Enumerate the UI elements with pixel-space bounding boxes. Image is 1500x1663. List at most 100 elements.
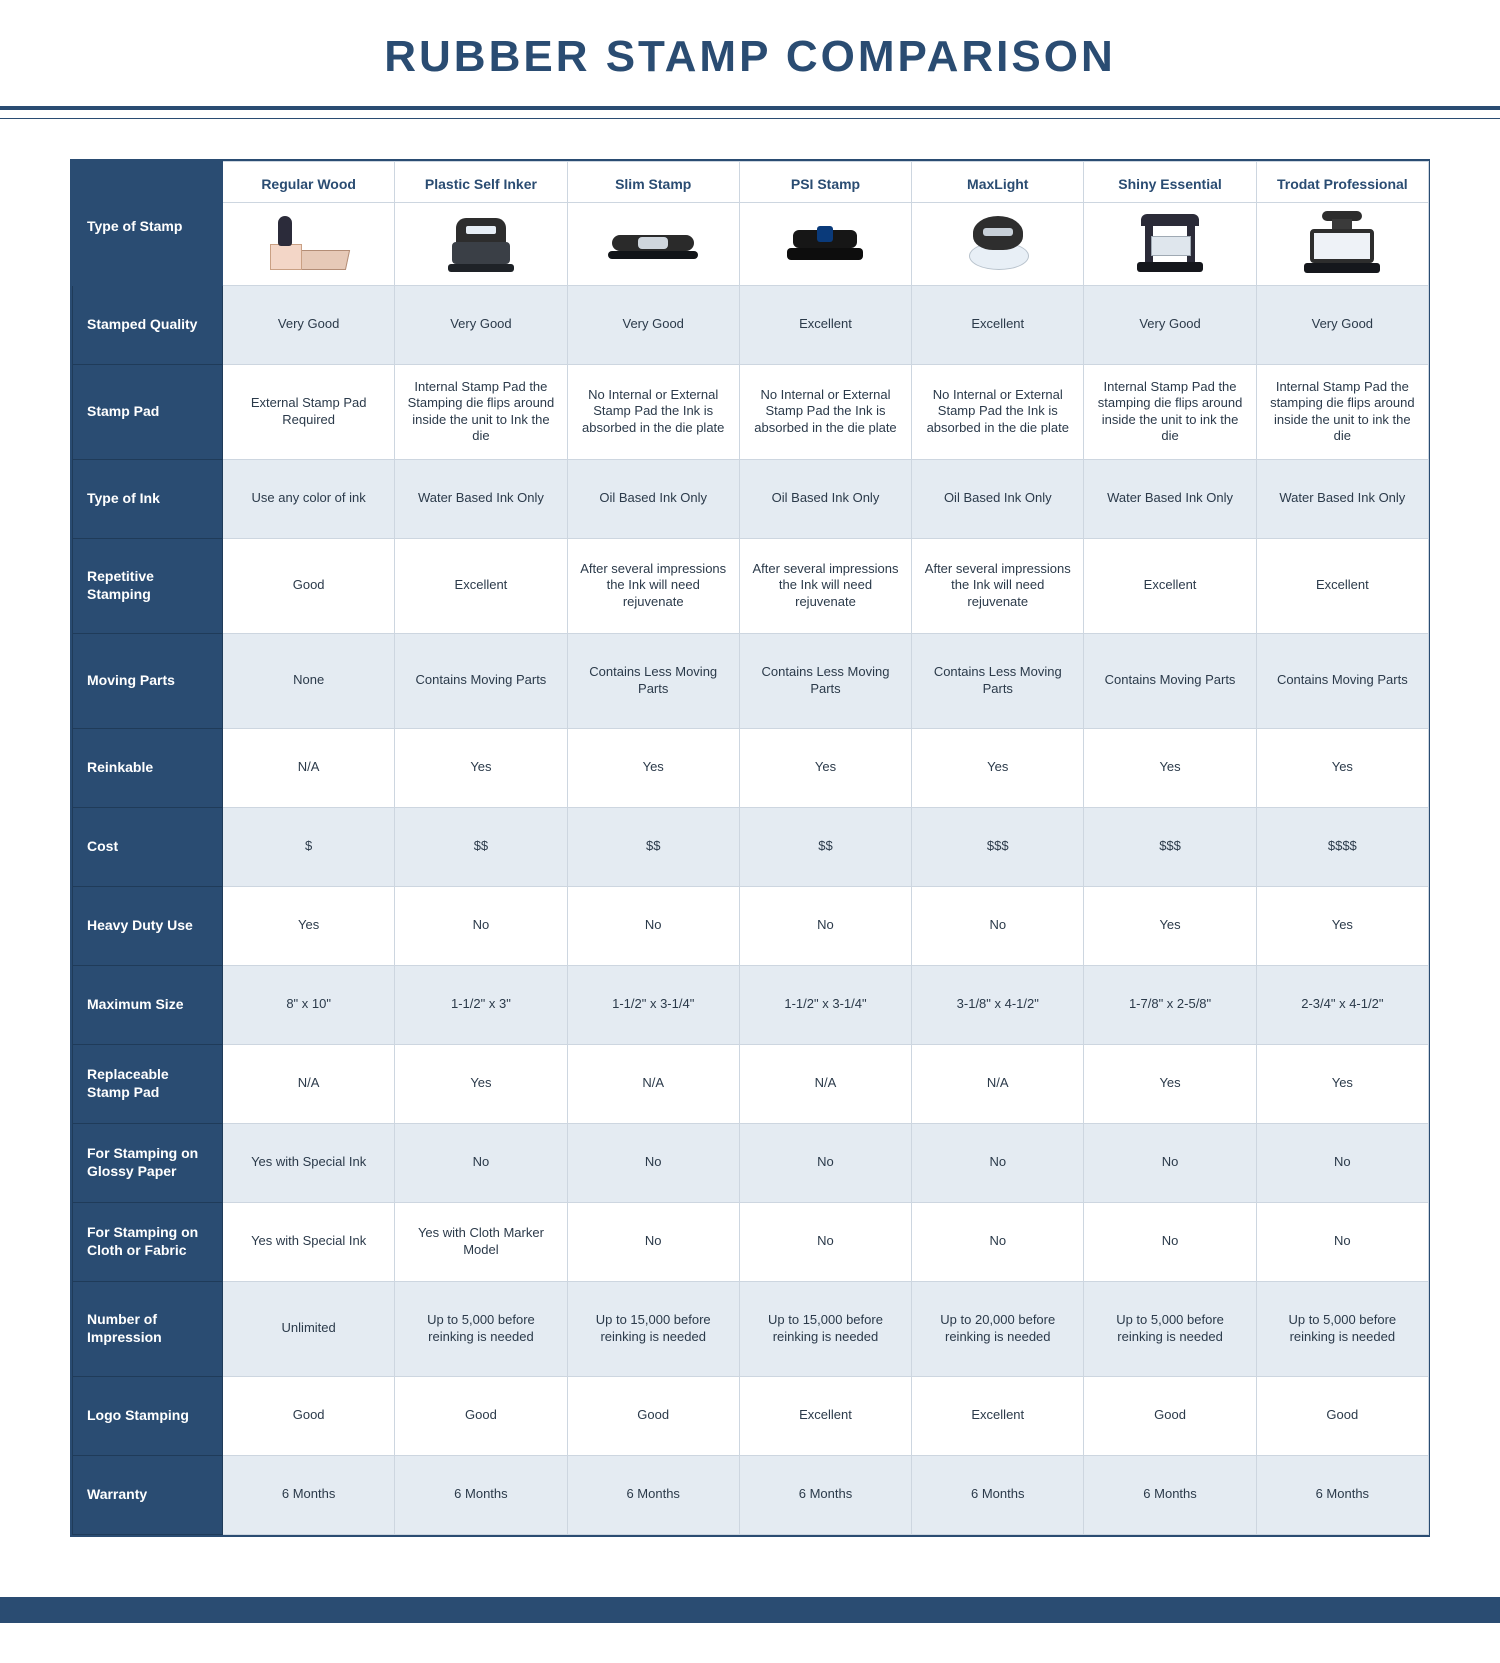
page-title: RUBBER STAMP COMPARISON [0, 32, 1500, 82]
thumb [572, 209, 735, 279]
col-header: Slim Stamp [567, 162, 739, 203]
cell: $$$ [912, 807, 1084, 886]
title-rule [0, 106, 1500, 119]
cell: N/A [223, 1044, 395, 1123]
thumb-cell [1084, 202, 1256, 285]
cell: Contains Moving Parts [395, 633, 567, 728]
cell: N/A [739, 1044, 911, 1123]
row-label: Repetitive Stamping [73, 538, 223, 633]
table-row: Number of ImpressionUnlimitedUp to 5,000… [73, 1281, 1429, 1376]
table-row: Stamped QualityVery GoodVery GoodVery Go… [73, 285, 1429, 364]
cell: Yes with Special Ink [223, 1202, 395, 1281]
cell: No Internal or External Stamp Pad the In… [739, 364, 911, 459]
cell: No [912, 886, 1084, 965]
cell: $$$ [1084, 807, 1256, 886]
thumb [1088, 209, 1251, 279]
table-row: Maximum Size8" x 10"1-1/2" x 3"1-1/2" x … [73, 965, 1429, 1044]
cell: Very Good [395, 285, 567, 364]
cell: Excellent [395, 538, 567, 633]
table-row: For Stamping on Cloth or FabricYes with … [73, 1202, 1429, 1281]
cell: Excellent [912, 1376, 1084, 1455]
cell: External Stamp Pad Required [223, 364, 395, 459]
row-label: Stamp Pad [73, 364, 223, 459]
cell: Yes [395, 1044, 567, 1123]
cell: Oil Based Ink Only [567, 459, 739, 538]
cell: Water Based Ink Only [1256, 459, 1428, 538]
cell: Up to 5,000 before reinking is needed [1256, 1281, 1428, 1376]
row-label-type-of-stamp: Type of Stamp [73, 162, 223, 286]
thumb [399, 209, 562, 279]
cell: Up to 15,000 before reinking is needed [567, 1281, 739, 1376]
table-row: Moving PartsNoneContains Moving PartsCon… [73, 633, 1429, 728]
cell: Good [223, 538, 395, 633]
table-row: Logo StampingGoodGoodGoodExcellentExcell… [73, 1376, 1429, 1455]
cell: Unlimited [223, 1281, 395, 1376]
table-row: Repetitive StampingGoodExcellentAfter se… [73, 538, 1429, 633]
row-label: Stamped Quality [73, 285, 223, 364]
cell: Internal Stamp Pad the Stamping die flip… [395, 364, 567, 459]
cell: 1-1/2" x 3" [395, 965, 567, 1044]
cell: Internal Stamp Pad the stamping die flip… [1256, 364, 1428, 459]
cell: Yes [739, 728, 911, 807]
cell: Internal Stamp Pad the stamping die flip… [1084, 364, 1256, 459]
cell: After several impressions the Ink will n… [739, 538, 911, 633]
comparison-table: Type of Stamp Regular Wood Plastic Self … [72, 161, 1429, 1535]
cell: Oil Based Ink Only [739, 459, 911, 538]
cell: Up to 20,000 before reinking is needed [912, 1281, 1084, 1376]
cell: Yes [1256, 728, 1428, 807]
cell: Yes [223, 886, 395, 965]
row-label: Warranty [73, 1455, 223, 1534]
row-label: For Stamping on Glossy Paper [73, 1123, 223, 1202]
table-row: Cost$$$$$$$$$$$$$$$$$ [73, 807, 1429, 886]
maxlight-stamp-icon [963, 212, 1033, 276]
cell: Excellent [739, 1376, 911, 1455]
cell: Up to 5,000 before reinking is needed [395, 1281, 567, 1376]
cell: Yes with Cloth Marker Model [395, 1202, 567, 1281]
row-label: Cost [73, 807, 223, 886]
cell: $$ [739, 807, 911, 886]
cell: No [1256, 1202, 1428, 1281]
cell: Good [223, 1376, 395, 1455]
cell: Excellent [912, 285, 1084, 364]
row-label: Logo Stamping [73, 1376, 223, 1455]
cell: Yes [567, 728, 739, 807]
cell: 6 Months [912, 1455, 1084, 1534]
title-block: RUBBER STAMP COMPARISON [0, 12, 1500, 92]
cell: 6 Months [739, 1455, 911, 1534]
cell: No [567, 886, 739, 965]
psi-stamp-icon [785, 216, 865, 271]
cell: No [567, 1123, 739, 1202]
cell: 3-1/8" x 4-1/2" [912, 965, 1084, 1044]
thumb [744, 209, 907, 279]
thumb-cell [912, 202, 1084, 285]
cell: 1-1/2" x 3-1/4" [567, 965, 739, 1044]
cell: Good [1256, 1376, 1428, 1455]
cell: Yes [1084, 728, 1256, 807]
cell: Yes [395, 728, 567, 807]
col-header: PSI Stamp [739, 162, 911, 203]
cell: No [739, 1123, 911, 1202]
cell: Water Based Ink Only [395, 459, 567, 538]
cell: N/A [912, 1044, 1084, 1123]
cell: Yes [1256, 886, 1428, 965]
cell: No [395, 1123, 567, 1202]
thumb-cell [567, 202, 739, 285]
cell: Excellent [739, 285, 911, 364]
cell: No Internal or External Stamp Pad the In… [567, 364, 739, 459]
page: RUBBER STAMP COMPARISON Type of Stamp Re… [0, 0, 1500, 1663]
self-inker-icon [446, 214, 516, 274]
cell: No [1084, 1202, 1256, 1281]
cell: Excellent [1256, 538, 1428, 633]
row-label: Type of Ink [73, 459, 223, 538]
thumb [1261, 209, 1424, 279]
trodat-professional-icon [1302, 211, 1382, 277]
cell: 1-1/2" x 3-1/4" [739, 965, 911, 1044]
row-label: Number of Impression [73, 1281, 223, 1376]
table-row: For Stamping on Glossy PaperYes with Spe… [73, 1123, 1429, 1202]
table-body: Stamped QualityVery GoodVery GoodVery Go… [73, 285, 1429, 1534]
cell: No [395, 886, 567, 965]
cell: N/A [223, 728, 395, 807]
thumb-cell [223, 202, 395, 285]
cell: 6 Months [1256, 1455, 1428, 1534]
row-label: Replaceable Stamp Pad [73, 1044, 223, 1123]
